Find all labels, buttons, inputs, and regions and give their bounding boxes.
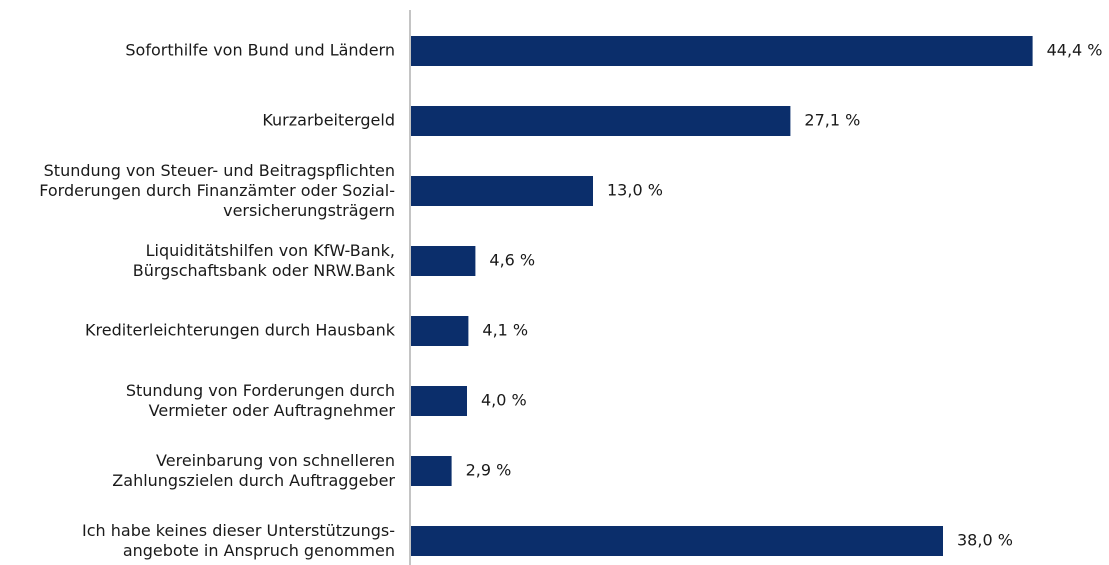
category-label: Liquiditätshilfen von KfW-Bank, Bürgschaf… [133, 241, 396, 280]
bar [411, 386, 467, 416]
category-label: Stundung von Steuer- und Beitragspflicht… [39, 161, 395, 220]
value-label: 4,0 % [481, 391, 527, 410]
value-label: 44,4 % [1047, 41, 1103, 60]
category-label: Ich habe keines dieser Unterstützungs-an… [82, 521, 395, 560]
category-label: Vereinbarung von schnelleren Zahlungsziel… [112, 451, 395, 490]
bar [411, 526, 943, 556]
bar [411, 456, 452, 486]
bar [411, 246, 476, 276]
bar [411, 36, 1033, 66]
category-label: Soforthilfe von Bund und Ländern [125, 41, 395, 60]
bar [411, 106, 791, 136]
category-label: Kurzarbeitergeld [262, 111, 395, 130]
value-label: 4,1 % [482, 321, 528, 340]
value-label: 38,0 % [957, 531, 1013, 550]
value-label: 13,0 % [607, 181, 663, 200]
value-label: 4,6 % [489, 251, 535, 270]
bar [411, 176, 593, 206]
value-label: 27,1 % [804, 111, 860, 130]
value-label: 2,9 % [466, 461, 512, 480]
category-label: Krediterleichterungen durch Hausbank [85, 321, 396, 340]
category-label: Stundung von Forderungen durch Vermieter … [126, 381, 396, 420]
bar [411, 316, 469, 346]
